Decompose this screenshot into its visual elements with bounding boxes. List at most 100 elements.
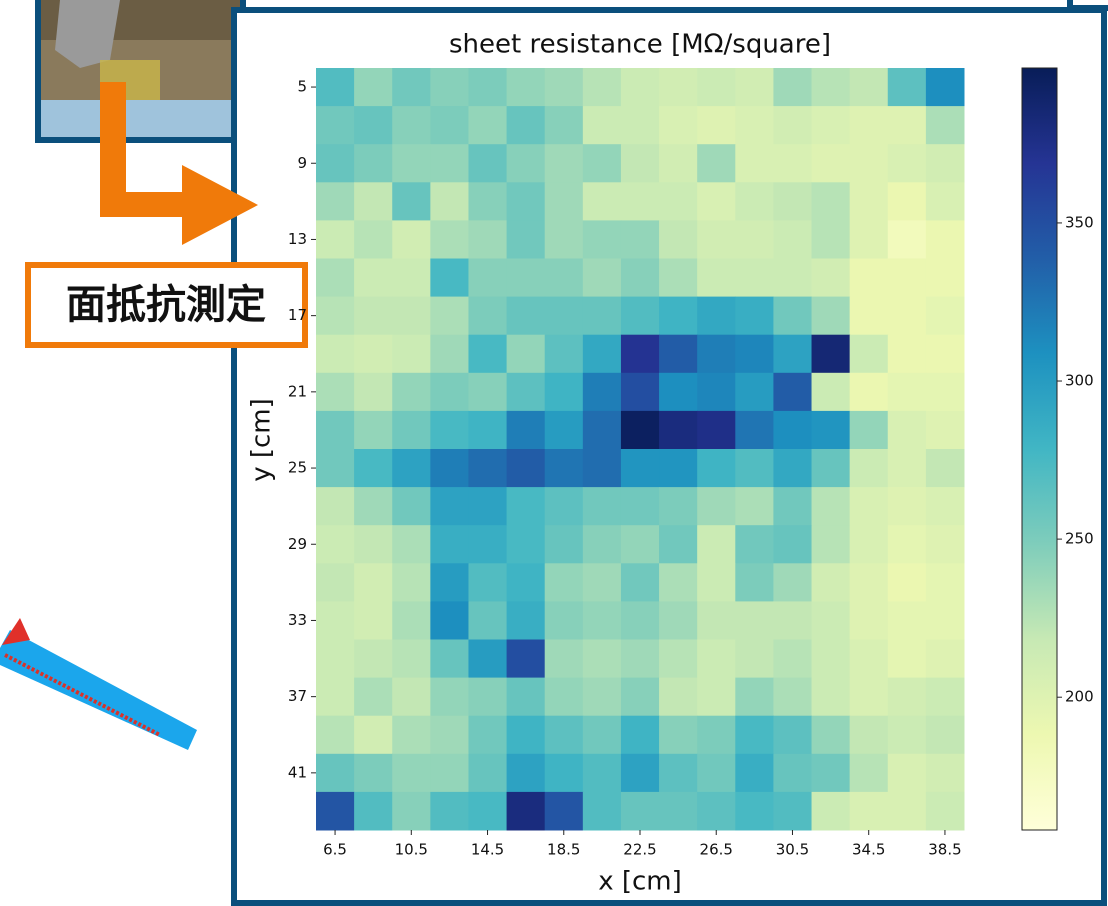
heatmap-cell <box>316 106 355 145</box>
heatmap-cell <box>773 487 813 526</box>
heatmap-cell <box>620 601 660 640</box>
heatmap-cell <box>659 449 698 488</box>
heatmap-cell <box>620 410 660 450</box>
heatmap-cell <box>773 334 813 374</box>
heatmap-cell <box>659 68 698 107</box>
heatmap-cell <box>811 677 851 717</box>
heatmap-cell <box>925 182 965 221</box>
heatmap-cell <box>430 601 469 640</box>
heatmap-cell <box>925 372 965 412</box>
heatmap-cell <box>659 791 698 831</box>
heatmap-cell <box>887 258 927 298</box>
x-tick-label: 30.5 <box>776 841 809 859</box>
heatmap-cell <box>582 525 622 564</box>
heatmap-cell <box>316 296 355 336</box>
heatmap-cell <box>773 753 813 793</box>
heatmap-cell <box>392 525 431 564</box>
heatmap-cell <box>659 106 698 145</box>
heatmap-cell <box>849 715 889 755</box>
heatmap-cell <box>620 334 660 374</box>
heatmap-cell <box>468 334 508 374</box>
heatmap-cell <box>925 601 965 640</box>
heatmap-cell <box>659 677 698 717</box>
heatmap-cell <box>430 410 469 450</box>
heatmap-cell <box>506 220 546 259</box>
heatmap-cell <box>468 372 508 412</box>
heatmap-cell <box>773 449 813 488</box>
heatmap-cell <box>544 296 584 336</box>
photo-frame <box>1067 0 1108 11</box>
heatmap-cell <box>925 753 965 793</box>
heatmap-cell <box>392 563 431 602</box>
heatmap-cell <box>849 525 889 564</box>
heatmap-cell <box>773 296 813 336</box>
x-tick-label: 18.5 <box>547 841 580 859</box>
heatmap-cell <box>735 144 774 183</box>
heatmap-cell <box>506 677 546 717</box>
heatmap-cell <box>506 68 546 107</box>
heatmap-cell <box>316 68 355 107</box>
heatmap-cell <box>735 639 774 679</box>
heatmap-cell <box>697 410 736 450</box>
heatmap-cell <box>773 410 813 450</box>
heatmap-cell <box>316 639 355 679</box>
heatmap-cell <box>887 372 927 412</box>
heatmap-cell <box>506 715 546 755</box>
heatmap-cell <box>392 106 431 145</box>
heatmap-cell <box>430 372 469 412</box>
heatmap-cell <box>316 449 355 488</box>
heatmap-cell <box>811 791 851 831</box>
heatmap-cell <box>430 525 469 564</box>
heatmap-cell <box>925 334 965 374</box>
heatmap-cell <box>506 106 546 145</box>
colorbar-tick-label: 250 <box>1065 530 1094 548</box>
heatmap-cell <box>811 220 851 259</box>
heatmap-cell <box>849 68 889 107</box>
heatmap-cell <box>430 220 469 259</box>
heatmap-cell <box>430 334 469 374</box>
heatmap-cell <box>849 677 889 717</box>
heatmap-cell <box>735 677 774 717</box>
heatmap-cell <box>811 525 851 564</box>
heatmap-cell <box>392 68 431 107</box>
heatmap-cell <box>316 220 355 259</box>
heatmap-cell <box>620 563 660 602</box>
heatmap-cell <box>392 639 431 679</box>
heatmap-cell <box>468 563 508 602</box>
heatmap-cell <box>620 220 660 259</box>
heatmap-cell <box>430 258 469 298</box>
heatmap-cell <box>659 487 698 526</box>
heatmap-cell <box>506 410 546 450</box>
heatmap-cell <box>544 525 584 564</box>
heatmap-cell <box>773 144 813 183</box>
heatmap-cell <box>697 753 736 793</box>
heatmap-cell <box>849 144 889 183</box>
heatmap-cell <box>316 144 355 183</box>
heatmap-cell <box>735 449 774 488</box>
heatmap-cell <box>582 144 622 183</box>
heatmap-cell <box>354 334 393 374</box>
heatmap-cell <box>735 753 774 793</box>
heatmap-cell <box>811 753 851 793</box>
heatmap-cell <box>468 487 508 526</box>
heatmap-cell <box>468 601 508 640</box>
heatmap-cell <box>430 791 469 831</box>
orange-arrow <box>100 82 258 245</box>
heatmap-cell <box>659 220 698 259</box>
heatmap-cell <box>659 525 698 564</box>
heatmap-cell <box>697 372 736 412</box>
heatmap-cell <box>849 106 889 145</box>
heatmap-cell <box>316 258 355 298</box>
heatmap-cell <box>468 144 508 183</box>
heatmap-cell <box>887 563 927 602</box>
heatmap-cell <box>811 372 851 412</box>
heatmap-cell <box>925 296 965 336</box>
heatmap-cell <box>316 715 355 755</box>
heatmap-cell <box>392 601 431 640</box>
heatmap-cell <box>735 601 774 640</box>
heatmap-cell <box>887 296 927 336</box>
heatmap-cell <box>354 677 393 717</box>
heatmap-cell <box>392 410 431 450</box>
heatmap-cell <box>659 182 698 221</box>
